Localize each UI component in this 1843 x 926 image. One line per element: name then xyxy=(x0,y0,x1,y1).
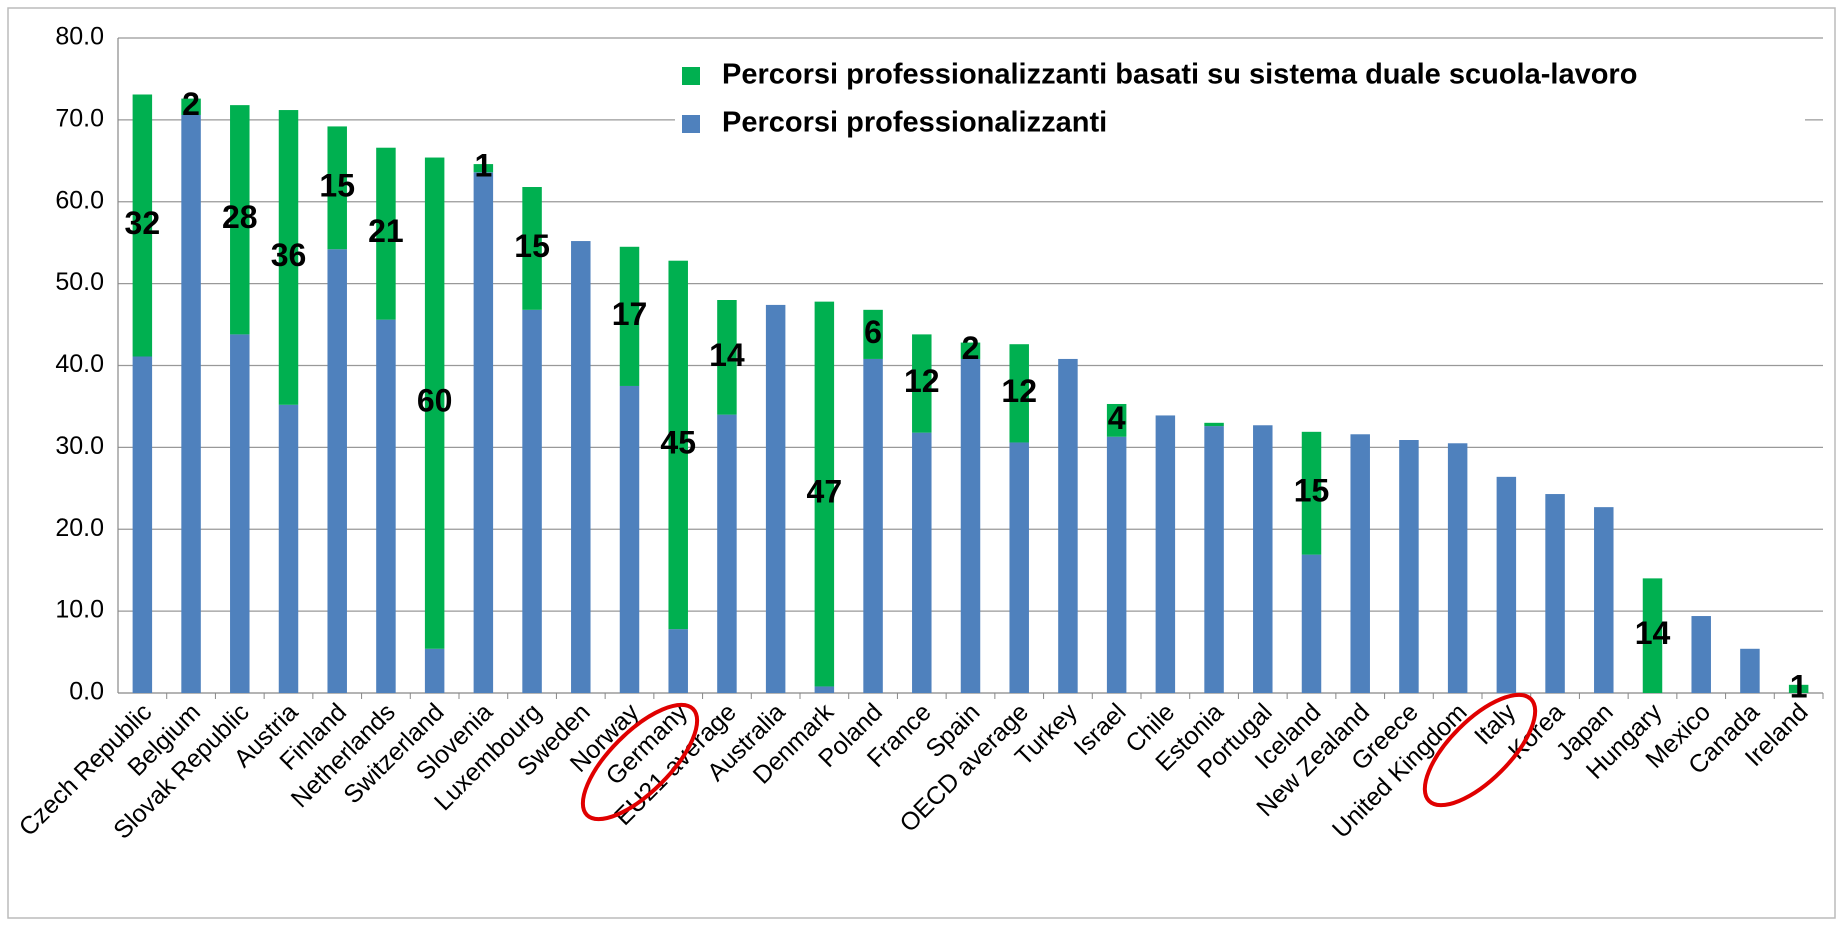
data-label: 2 xyxy=(182,86,200,122)
bar-segment xyxy=(278,404,299,693)
bar-segment xyxy=(1106,436,1127,693)
bar-segment xyxy=(132,356,153,693)
bar-segment xyxy=(1594,507,1614,693)
data-label: 6 xyxy=(864,314,882,350)
bar-segment xyxy=(1204,422,1224,427)
bar-segment xyxy=(522,187,542,310)
y-tick-label: 30.0 xyxy=(55,432,104,460)
data-label: 45 xyxy=(660,424,696,460)
data-label: 17 xyxy=(612,296,648,332)
data-label: 15 xyxy=(319,167,355,203)
bar-segment xyxy=(1740,648,1760,693)
highlight xyxy=(1422,692,1538,808)
data-label: 36 xyxy=(271,237,307,273)
bar-segment xyxy=(522,309,542,693)
data-label: 14 xyxy=(1635,615,1671,651)
bar-segment xyxy=(1058,358,1078,693)
bar-segment xyxy=(424,648,445,693)
data-label: 21 xyxy=(368,213,404,249)
bar-segment xyxy=(132,94,153,357)
data-label: 28 xyxy=(222,199,258,235)
legend-swatch xyxy=(682,67,700,85)
bar-segment xyxy=(424,157,445,649)
bar-segment xyxy=(1399,440,1419,693)
bar-segment xyxy=(619,385,640,693)
bar-segment xyxy=(1642,578,1663,693)
bar-segment xyxy=(668,629,688,693)
bar-segment xyxy=(765,304,786,693)
bar-segment xyxy=(230,334,250,693)
data-label: 60 xyxy=(417,383,453,419)
bar-segment xyxy=(1204,426,1224,693)
bar-segment xyxy=(1350,434,1370,693)
bar-segment xyxy=(1253,425,1273,693)
y-tick-label: 50.0 xyxy=(55,268,104,296)
y-tick-label: 0.0 xyxy=(69,678,104,706)
bar-segment xyxy=(619,246,640,386)
bar-segment xyxy=(863,358,883,693)
data-label: 32 xyxy=(125,205,161,241)
bar-segment xyxy=(1788,684,1809,693)
bar-segment xyxy=(1155,415,1176,693)
bar-segment xyxy=(1545,494,1565,693)
data-label: 12 xyxy=(1001,373,1037,409)
bar-segment xyxy=(1106,403,1127,437)
bar-segment xyxy=(473,172,494,693)
bar-segment xyxy=(1691,616,1711,693)
y-tick-label: 40.0 xyxy=(55,350,104,378)
y-tick-label: 70.0 xyxy=(55,104,104,132)
bar-segment xyxy=(278,110,299,405)
legend-label: Percorsi professionalizzanti xyxy=(722,107,1107,139)
bar-segment xyxy=(814,301,835,687)
highlight xyxy=(580,702,700,822)
bar-segment xyxy=(912,334,932,433)
bar-segment xyxy=(863,309,883,359)
bar-segment xyxy=(473,164,494,173)
bar-segment xyxy=(960,358,981,693)
data-label: 4 xyxy=(1108,400,1126,436)
bar-segment xyxy=(571,241,591,694)
bar-segment xyxy=(327,126,347,250)
data-label: 14 xyxy=(709,337,745,373)
data-label: 2 xyxy=(962,330,980,366)
bar-segment xyxy=(181,98,201,115)
bar-segment xyxy=(1447,443,1468,693)
bar-segment xyxy=(1009,442,1029,693)
y-tick-label: 20.0 xyxy=(55,514,104,542)
data-label: 1 xyxy=(1790,668,1808,704)
bar-segment xyxy=(376,147,396,320)
data-label: 15 xyxy=(1294,473,1330,509)
legend-bg xyxy=(675,52,1805,142)
bar-segment xyxy=(814,686,835,693)
bar-segment xyxy=(181,114,201,693)
bar-segment xyxy=(717,300,737,415)
data-label: 1 xyxy=(474,148,492,184)
bar-segment xyxy=(1301,431,1322,555)
bar-segment xyxy=(1496,476,1517,693)
bar-segment xyxy=(1301,554,1322,693)
bar-segment xyxy=(1009,344,1029,443)
data-label: 12 xyxy=(904,363,940,399)
bar-segment xyxy=(960,342,981,359)
bar-segment xyxy=(327,249,347,694)
y-tick-label: 60.0 xyxy=(55,186,104,214)
data-label: 47 xyxy=(807,473,843,509)
data-label: 15 xyxy=(514,228,550,264)
y-tick-label: 10.0 xyxy=(55,596,104,624)
bar-segment xyxy=(912,432,932,693)
legend-label: Percorsi professionalizzanti basati su s… xyxy=(722,59,1637,91)
bar-segment xyxy=(230,105,250,335)
y-tick-label: 80.0 xyxy=(55,23,104,51)
bar-segment xyxy=(717,414,737,693)
bar-segment xyxy=(668,260,688,630)
legend-swatch xyxy=(682,115,700,133)
bar-segment xyxy=(376,319,396,693)
